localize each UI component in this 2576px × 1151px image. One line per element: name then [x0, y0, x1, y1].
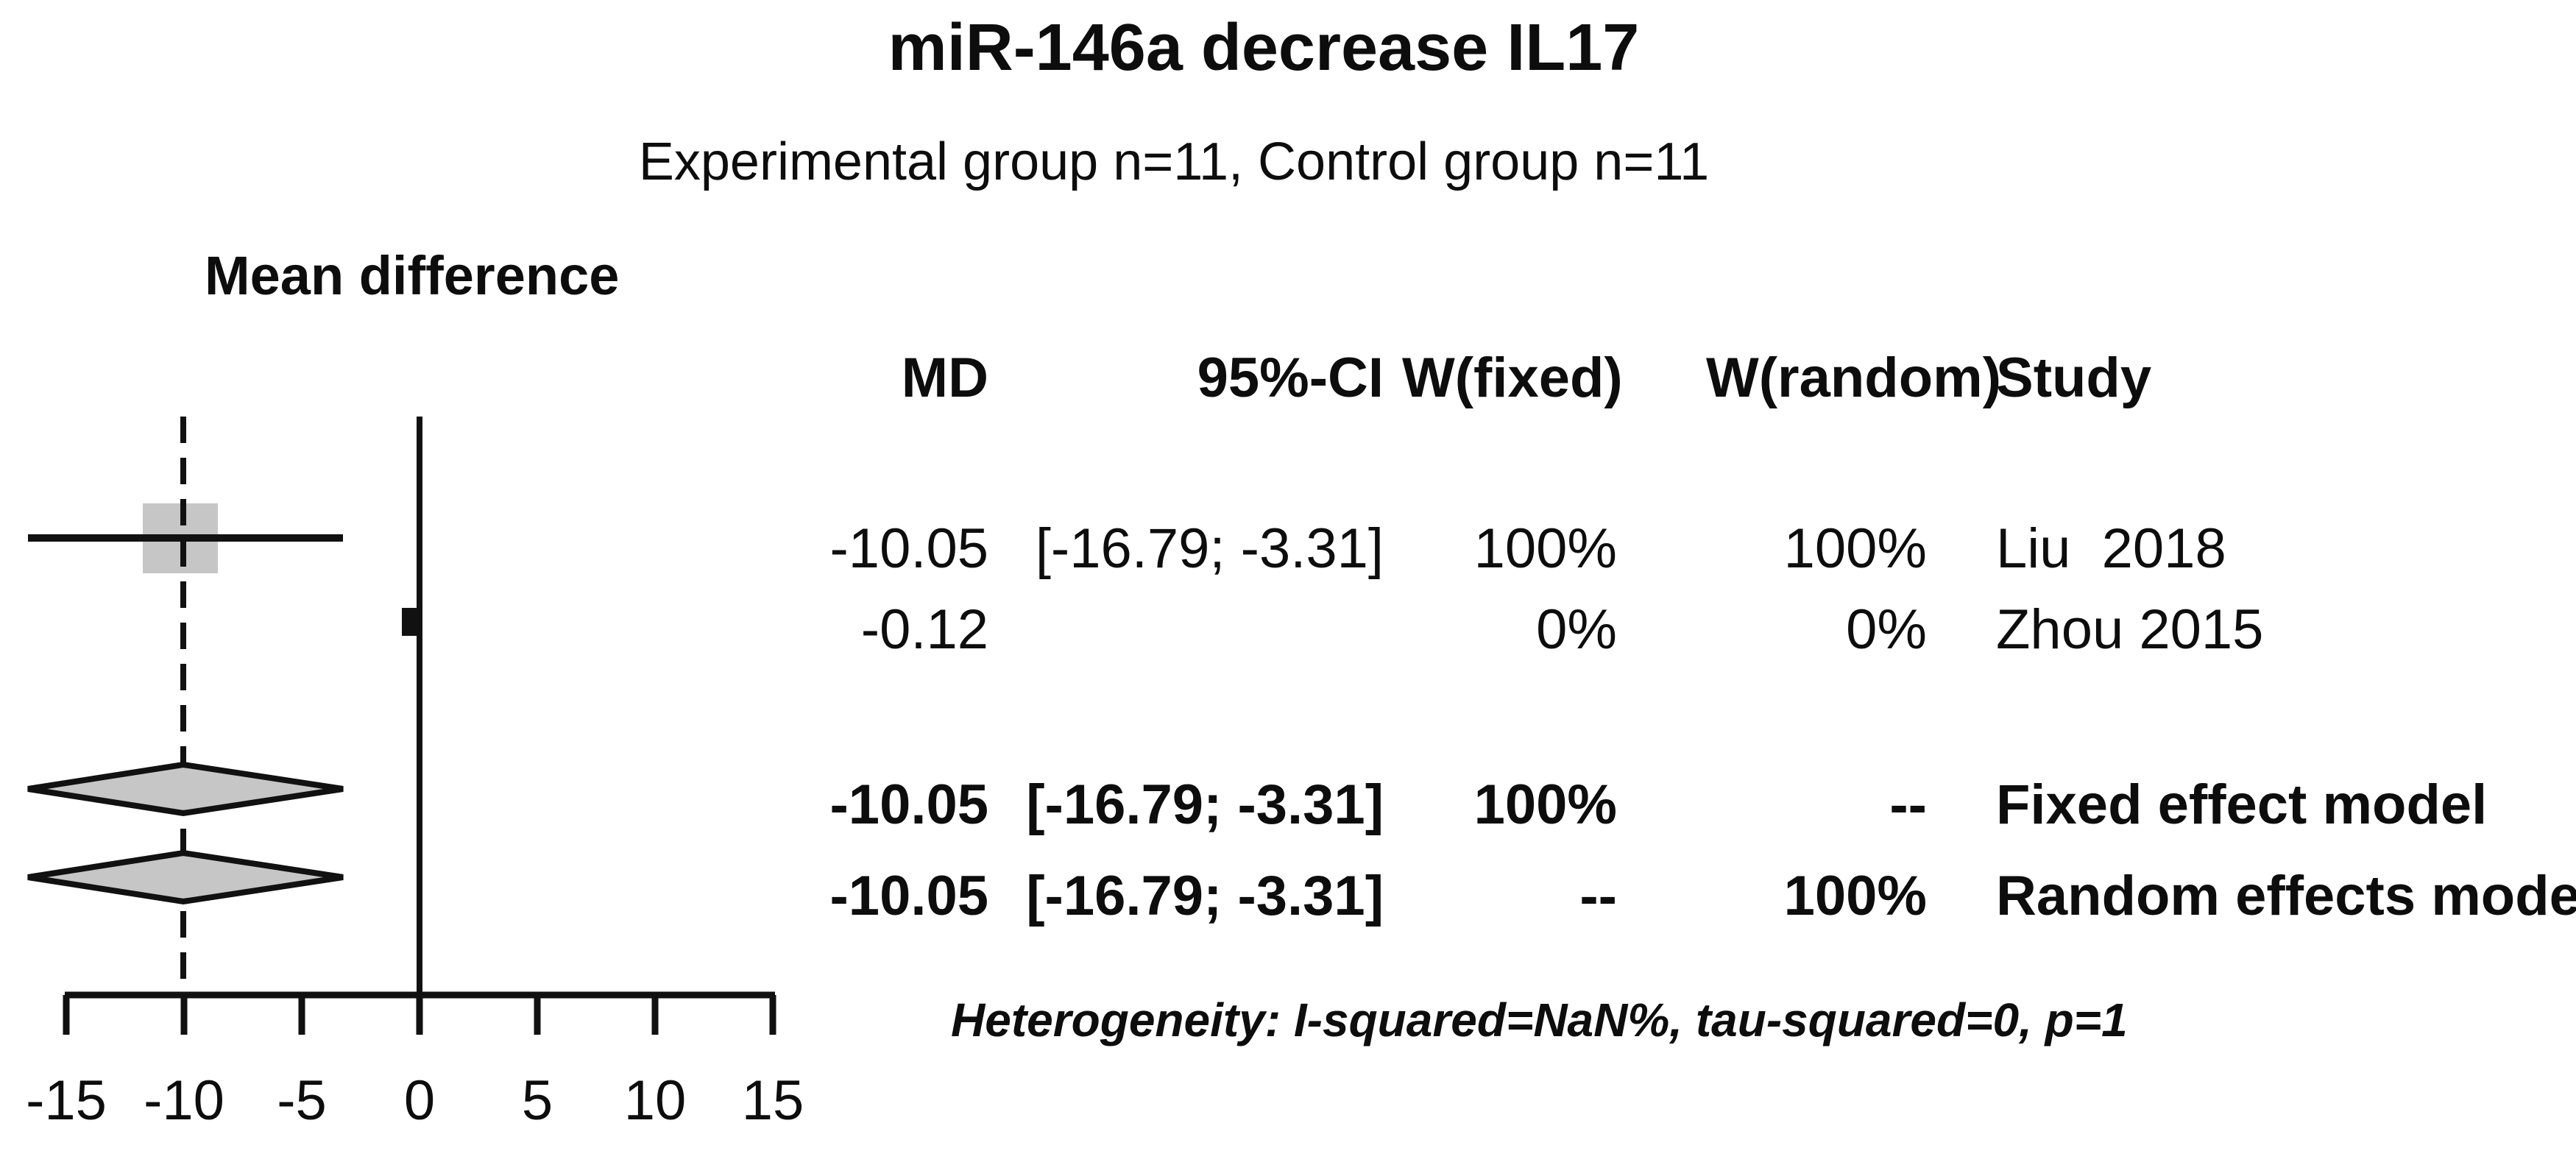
cell-md: -10.05 — [829, 773, 989, 836]
cell-wrandom: 0% — [1846, 598, 1927, 661]
cell-ci: [-16.79; -3.31] — [1026, 865, 1384, 927]
axis-tick-label: 10 — [623, 1069, 687, 1132]
cell-wfixed: 0% — [1536, 598, 1617, 661]
random-effects-diamond — [27, 849, 344, 905]
plot-axis-title: Mean difference — [205, 245, 620, 306]
cell-ci: [-16.79; -3.31] — [1026, 773, 1384, 836]
cell-study: Random effects model — [1996, 865, 2576, 927]
axis-tick-label: -10 — [144, 1069, 224, 1132]
cell-wfixed: 100% — [1473, 517, 1617, 580]
cell-wfixed: -- — [1579, 865, 1617, 927]
cell-study: Liu 2018 — [1996, 517, 2226, 580]
figure-title: miR-146a decrease IL17 — [888, 11, 1640, 85]
cell-wrandom: 100% — [1783, 865, 1927, 927]
cell-wrandom: -- — [1889, 773, 1927, 836]
axis-tick-label: 15 — [741, 1069, 804, 1132]
cell-wrandom: 100% — [1783, 517, 1927, 580]
fixed-effect-diamond — [27, 761, 344, 817]
cell-md: -10.05 — [829, 517, 989, 580]
cell-ci: [-16.79; -3.31] — [1035, 517, 1384, 580]
cell-wfixed: 100% — [1473, 773, 1617, 836]
column-header-study: Study — [1996, 347, 2152, 409]
column-header-md: MD — [901, 347, 988, 409]
cell-study: Fixed effect model — [1996, 773, 2488, 836]
column-header-wfixed: W(fixed) — [1402, 347, 1623, 409]
axis-tick-label: -15 — [26, 1069, 107, 1132]
axis-tick-label: 0 — [403, 1069, 436, 1132]
forest-plot-svg — [27, 417, 776, 1035]
cell-md: -10.05 — [829, 865, 989, 927]
heterogeneity-note: Heterogeneity: I-squared=NaN%, tau-squar… — [951, 994, 2128, 1046]
axis-tick-label: -5 — [277, 1069, 327, 1132]
column-header-ci: 95%-CI — [1197, 347, 1384, 409]
column-header-wrandom: W(random) — [1706, 347, 2002, 409]
cell-md: -0.12 — [860, 598, 988, 661]
study-point-marker-zhou — [402, 608, 418, 636]
cell-study: Zhou 2015 — [1996, 598, 2264, 661]
figure-subtitle: Experimental group n=11, Control group n… — [638, 132, 1710, 191]
axis-tick-label: 5 — [521, 1069, 553, 1132]
